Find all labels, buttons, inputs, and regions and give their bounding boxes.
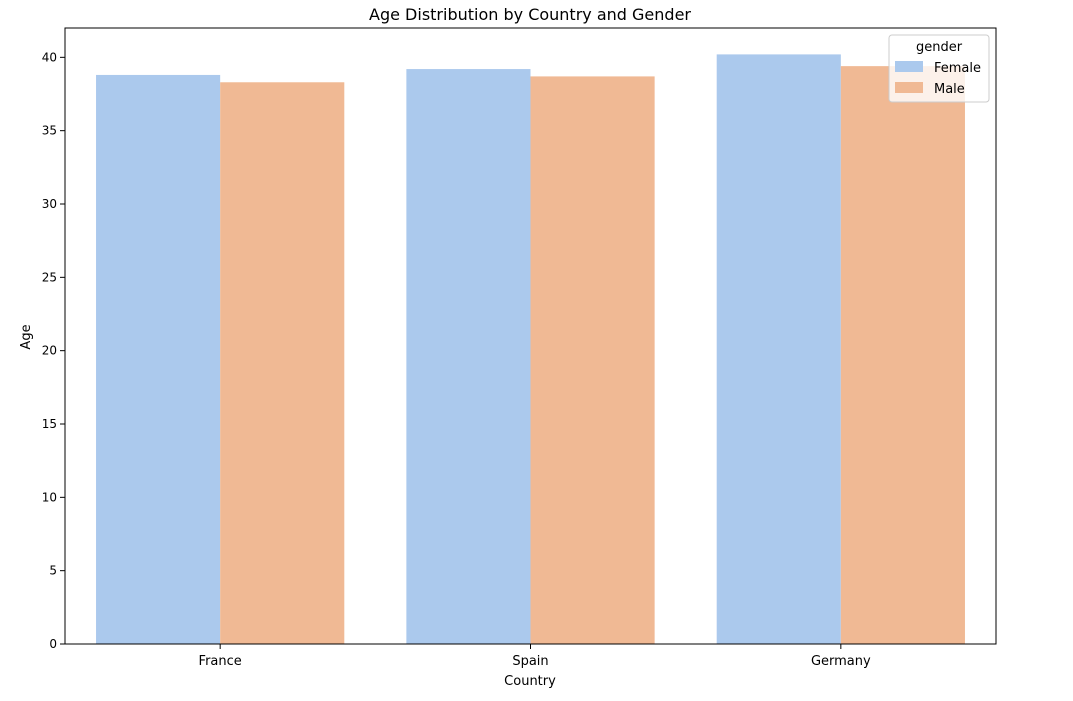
y-tick-label: 35 xyxy=(42,124,57,138)
y-axis: 0 5 10 15 20 25 30 35 40 xyxy=(42,50,65,651)
legend-title: gender xyxy=(916,40,963,55)
x-tick-label: Germany xyxy=(811,654,871,669)
y-tick-label: 10 xyxy=(42,490,57,504)
bar-male-germany xyxy=(840,66,965,645)
bars-layer xyxy=(96,54,965,645)
y-tick-label: 25 xyxy=(42,270,57,284)
bar-male-spain xyxy=(530,76,655,644)
y-tick-label: 5 xyxy=(49,564,57,578)
legend-label-male: Male xyxy=(934,82,965,97)
y-tick-label: 40 xyxy=(42,50,57,64)
x-axis-label: Country xyxy=(504,674,556,689)
legend-swatch-female xyxy=(895,61,923,72)
legend-label-female: Female xyxy=(934,61,981,76)
y-axis-label: Age xyxy=(19,324,34,349)
chart-title: Age Distribution by Country and Gender xyxy=(369,5,691,24)
y-tick-label: 0 xyxy=(49,637,57,651)
bar-female-germany xyxy=(716,54,841,644)
legend-swatch-male xyxy=(895,82,923,93)
bar-female-spain xyxy=(406,69,531,645)
bar-female-france xyxy=(96,74,221,644)
x-tick-label: Spain xyxy=(512,654,548,669)
legend: gender Female Male xyxy=(888,34,990,103)
y-tick-label: 30 xyxy=(42,197,57,211)
y-tick-label: 15 xyxy=(42,417,57,431)
y-tick-label: 20 xyxy=(42,344,57,358)
x-tick-label: France xyxy=(199,654,242,669)
bar-male-france xyxy=(220,82,345,645)
x-axis: France Spain Germany xyxy=(199,644,871,669)
